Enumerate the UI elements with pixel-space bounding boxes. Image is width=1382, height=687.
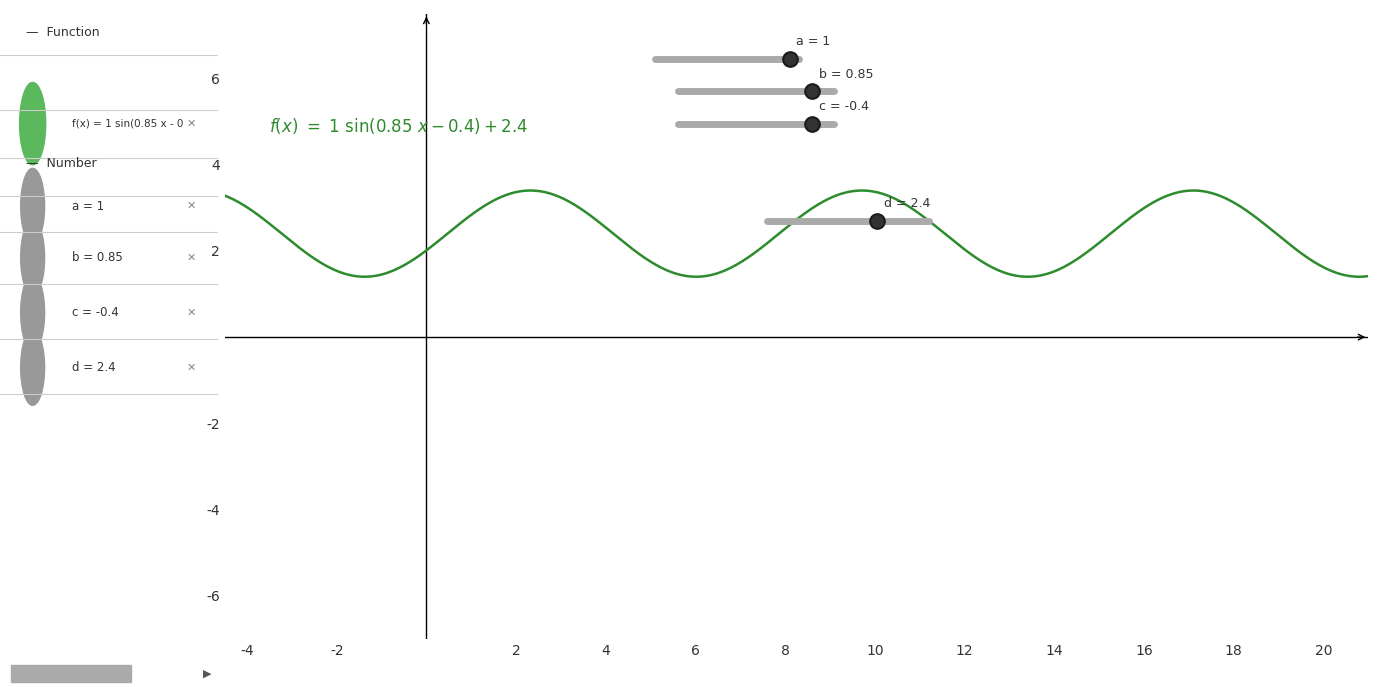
Circle shape [21,168,44,244]
Text: c = -0.4: c = -0.4 [818,100,869,113]
Text: ✕: ✕ [187,253,196,262]
Circle shape [21,330,44,405]
Text: —  Number: — Number [26,157,97,170]
Text: f(x) = 1 sin(0.85 x - 0: f(x) = 1 sin(0.85 x - 0 [72,119,184,128]
Text: a = 1: a = 1 [796,35,831,48]
Text: a = 1: a = 1 [72,200,104,212]
Text: ▶: ▶ [203,668,211,678]
Text: d = 2.4: d = 2.4 [72,361,116,374]
Text: b = 0.85: b = 0.85 [72,251,123,264]
Text: ✕: ✕ [187,119,196,128]
Text: $f(x)\ =\ 1\ \sin(0.85\ x - 0.4) + 2.4$: $f(x)\ =\ 1\ \sin(0.85\ x - 0.4) + 2.4$ [269,116,528,136]
Circle shape [19,82,46,165]
Text: b = 0.85: b = 0.85 [818,67,873,80]
Text: ✕: ✕ [187,363,196,372]
Bar [11,665,130,682]
Text: c = -0.4: c = -0.4 [72,306,119,319]
Circle shape [21,220,44,295]
Text: ✕: ✕ [187,308,196,317]
Text: d = 2.4: d = 2.4 [884,197,930,210]
Text: —  Function: — Function [26,27,100,39]
Text: ✕: ✕ [187,201,196,211]
Circle shape [21,275,44,350]
